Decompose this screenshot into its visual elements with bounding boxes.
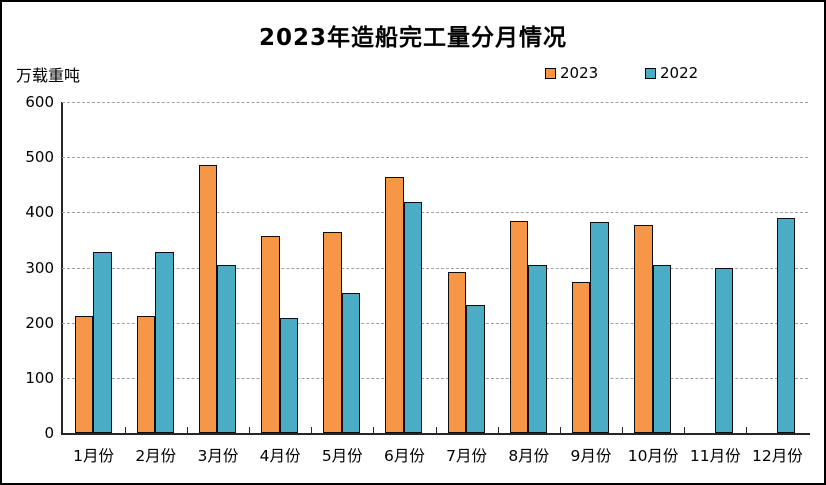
- x-tick-label-11月份: 11月份: [689, 447, 741, 465]
- x-axis-tick: [497, 427, 499, 433]
- legend-label-2023: 2023: [560, 64, 599, 82]
- x-axis-tick: [249, 427, 250, 433]
- x-axis-tick: [435, 427, 437, 433]
- bar-2023-3月份: [198, 164, 218, 433]
- gridline-600: [62, 102, 808, 103]
- y-axis-unit-label: 万载重吨: [16, 66, 81, 85]
- gridline-100: [62, 377, 808, 379]
- y-tick-label-600: 600: [25, 93, 54, 111]
- bar-2022-1月份: [93, 252, 112, 433]
- y-tick-label-100: 100: [25, 368, 54, 387]
- bar-2023-8月份: [509, 221, 529, 433]
- x-axis-line: [61, 433, 810, 435]
- y-axis-line: [61, 102, 63, 435]
- x-tick-label-4月份: 4月份: [259, 447, 301, 465]
- bar-2023-9月份: [571, 282, 591, 433]
- x-tick-label-9月份: 9月份: [570, 447, 612, 465]
- bar-2022-8月份: [528, 265, 547, 433]
- y-tick-label-400: 400: [25, 203, 54, 222]
- bar-2022-4月份: [279, 318, 299, 433]
- y-tick-label-500: 500: [25, 148, 54, 167]
- bar-2023-6月份: [385, 177, 404, 433]
- bar-2023-5月份: [323, 232, 342, 433]
- x-axis-tick: [684, 427, 686, 433]
- x-tick-label-1月份: 1月份: [73, 447, 115, 465]
- x-tick-label-7月份: 7月份: [446, 447, 488, 465]
- x-axis-tick: [186, 427, 188, 433]
- x-tick-label-12月份: 12月份: [752, 447, 803, 465]
- y-tick-label-300: 300: [25, 258, 54, 277]
- x-axis-tick: [124, 427, 126, 433]
- bar-2022-3月份: [217, 265, 236, 433]
- y-tick-label-200: 200: [25, 313, 54, 332]
- legend-label-2022: 2022: [660, 64, 699, 82]
- bar-2023-4月份: [261, 235, 280, 433]
- x-axis-tick: [311, 427, 313, 433]
- x-axis-tick: [746, 427, 748, 433]
- bar-2022-10月份: [652, 265, 672, 433]
- gridline-500: [62, 157, 808, 159]
- bar-2022-9月份: [590, 222, 609, 433]
- y-tick-label-0: 0: [44, 424, 54, 442]
- bar-2023-7月份: [447, 272, 467, 433]
- x-tick-label-3月份: 3月份: [197, 447, 239, 465]
- bar-2022-7月份: [466, 305, 485, 433]
- x-tick-label-10月份: 10月份: [627, 447, 679, 465]
- x-axis-tick: [559, 427, 561, 433]
- x-axis-tick: [373, 427, 375, 433]
- bar-2022-12月份: [776, 218, 796, 433]
- bar-2023-10月份: [634, 225, 653, 433]
- bar-2023-2月份: [136, 315, 156, 433]
- legend-swatch-2022-icon: [645, 67, 656, 79]
- x-tick-label-8月份: 8月份: [508, 447, 550, 465]
- bar-2022-2月份: [155, 251, 174, 433]
- bar-2022-11月份: [714, 267, 734, 433]
- gridline-300: [62, 267, 808, 269]
- legend-swatch-2023-icon: [545, 67, 556, 79]
- x-tick-label-2月份: 2月份: [135, 447, 177, 465]
- gridline-400: [62, 212, 808, 214]
- chart-title: 2023年造船完工量分月情况: [258, 25, 567, 51]
- bar-2022-5月份: [341, 293, 361, 433]
- x-tick-label-6月份: 6月份: [383, 447, 425, 465]
- gridline-200: [62, 322, 808, 324]
- x-axis-tick: [622, 427, 623, 433]
- x-tick-label-5月份: 5月份: [321, 447, 363, 465]
- bar-2022-6月份: [403, 201, 423, 433]
- legend-item-2022: 2022: [645, 64, 698, 82]
- plot-area: [62, 102, 808, 433]
- legend-item-2023: 2023: [545, 64, 598, 82]
- bar-2023-1月份: [74, 316, 94, 433]
